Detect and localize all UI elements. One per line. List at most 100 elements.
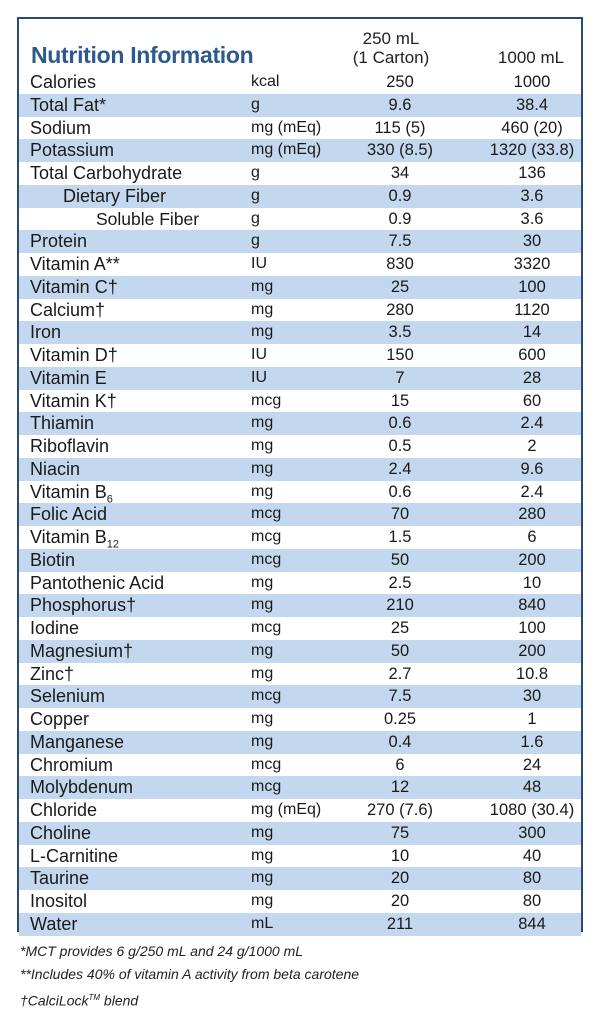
nutrient-name: Protein: [30, 230, 87, 253]
value-250ml: 12: [390, 778, 410, 797]
nutrient-unit: IU: [251, 368, 267, 386]
value-250ml: 3.5: [388, 323, 412, 342]
column-header-250ml-amount: 250 mL: [362, 29, 420, 48]
nutrition-panel: Nutrition Information 250 mL (1 Carton) …: [17, 17, 583, 936]
value-1000ml: 600: [518, 346, 546, 364]
table-row: Vitamin K† mcg 15 60: [19, 390, 581, 413]
nutrient-name-text: Magnesium†: [30, 640, 134, 661]
nutrient-unit: mg: [251, 710, 274, 727]
nutrient-name-text: Biotin: [30, 549, 76, 570]
value-1000ml: 10.8: [515, 664, 549, 683]
value-250ml: 6: [395, 755, 405, 774]
value-250ml: 2.5: [388, 573, 412, 592]
nutrient-name-text: Molybdenum: [30, 777, 134, 798]
value-1000ml: 30: [522, 687, 542, 706]
nutrient-name-text: Sodium: [30, 117, 92, 138]
table-row: Dietary Fiber g 0.9 3.6: [19, 184, 581, 208]
value-1000ml: 136: [518, 164, 546, 182]
nutrient-unit: mcg: [251, 528, 282, 545]
nutrient-name: Niacin: [30, 458, 80, 481]
table-row: Protein g 7.5 30: [19, 230, 581, 253]
table-row: Vitamin A** IU 830 3320: [19, 253, 581, 276]
nutrient-unit: g: [251, 164, 260, 181]
nutrient-name: Taurine: [30, 867, 89, 890]
footnotes: *MCT provides 6 g/250 mL and 24 g/1000 m…: [20, 940, 359, 1013]
nutrient-unit: g: [251, 186, 260, 204]
nutrient-unit: IU: [251, 255, 267, 272]
nutrient-name: Chloride: [30, 799, 97, 822]
value-1000ml: 844: [518, 914, 546, 933]
table-row: Vitamin C† mg 25 100: [19, 275, 581, 299]
nutrient-unit: mg (mEq): [251, 141, 322, 159]
value-250ml: 0.4: [388, 732, 412, 751]
nutrient-unit: mg: [251, 414, 274, 432]
nutrient-name-text: Folic Acid: [30, 504, 108, 525]
value-250ml: 50: [390, 641, 410, 660]
table-row: Biotin mcg 50 200: [19, 548, 581, 572]
value-250ml: 7.5: [388, 687, 412, 706]
nutrient-name-text: Manganese: [30, 731, 125, 752]
value-1000ml: 1000: [513, 73, 551, 91]
nutrient-name: Selenium: [30, 685, 105, 708]
value-1000ml: 28: [522, 368, 542, 387]
nutrient-name-text: Soluble Fiber: [96, 208, 200, 229]
table-row: Total Carbohydrate g 34 136: [19, 162, 581, 185]
nutrient-name: Biotin: [30, 549, 75, 572]
table-row: Soluble Fiber g 0.9 3.6: [19, 208, 581, 231]
nutrient-name: Manganese: [30, 731, 124, 754]
nutrient-name-text: Dietary Fiber: [63, 185, 167, 206]
nutrient-name-text: Thiamin: [30, 413, 95, 434]
footnote-calcilock-name: †CalciLock: [20, 992, 89, 1009]
nutrient-name-text: Inositol: [30, 891, 88, 911]
nutrient-name-text: Iron: [30, 322, 62, 343]
value-1000ml: 48: [522, 778, 542, 797]
value-250ml: 0.6: [388, 482, 412, 501]
nutrient-name-text: Riboflavin: [30, 436, 110, 456]
nutrient-unit: mg: [251, 437, 274, 454]
nutrient-name-text: Phosphorus†: [30, 595, 137, 616]
nutrient-name: Potassium: [30, 139, 114, 162]
value-1000ml: 3.6: [520, 209, 544, 228]
table-row: Calcium† mg 280 1120: [19, 299, 581, 322]
value-250ml: 7.5: [388, 232, 412, 251]
table-row: Taurine mg 20 80: [19, 867, 581, 890]
trademark-mark: TM: [88, 993, 101, 1002]
value-250ml: 15: [390, 391, 410, 410]
table-row: Water mL 211 844: [19, 912, 581, 936]
nutrient-name: Soluble Fiber: [96, 208, 199, 231]
nutrient-name: Calories: [30, 71, 96, 94]
value-1000ml: 840: [518, 596, 546, 615]
nutrient-name-text: Vitamin C†: [30, 276, 118, 297]
column-header-250ml: 250 mL (1 Carton): [331, 29, 451, 67]
nutrient-unit: g: [251, 232, 260, 250]
value-1000ml: 200: [518, 550, 546, 569]
nutrient-name-text: Taurine: [30, 868, 90, 889]
nutrient-name-text: Vitamin A**: [30, 254, 120, 274]
nutrient-unit: mcg: [251, 505, 282, 523]
nutrient-unit: mcg: [251, 687, 282, 705]
footnote-calcilock: †CalciLockTM blend: [20, 986, 359, 1013]
nutrient-name-text: Chloride: [30, 800, 98, 820]
nutrient-name-text: L-Carnitine: [30, 845, 119, 866]
table-row: Manganese mg 0.4 1.6: [19, 730, 581, 754]
value-1000ml: 6: [527, 528, 537, 546]
nutrient-name: Sodium: [30, 117, 91, 140]
value-1000ml: 24: [522, 755, 542, 774]
nutrient-unit: mg: [251, 732, 274, 750]
nutrient-name: Vitamin C†: [30, 276, 118, 299]
nutrient-name: Folic Acid: [30, 503, 107, 526]
value-250ml: 25: [390, 277, 410, 296]
table-row: Folic Acid mcg 70 280: [19, 503, 581, 526]
footnote-mct: *MCT provides 6 g/250 mL and 24 g/1000 m…: [20, 943, 304, 959]
table-row: Copper mg 0.25 1: [19, 708, 581, 731]
nutrient-name-text: Calcium†: [30, 299, 106, 320]
table-header: Nutrition Information 250 mL (1 Carton) …: [19, 19, 581, 71]
nutrient-name: L-Carnitine: [30, 845, 118, 868]
nutrient-name: Iodine: [30, 617, 79, 640]
value-250ml: 250: [386, 73, 414, 91]
nutrient-unit: mcg: [251, 391, 282, 409]
value-250ml: 9.6: [388, 95, 412, 114]
nutrient-name-text: Total Carbohydrate: [30, 163, 183, 183]
nutrient-name: Inositol: [30, 890, 87, 913]
nutrient-unit: mg: [251, 892, 274, 909]
